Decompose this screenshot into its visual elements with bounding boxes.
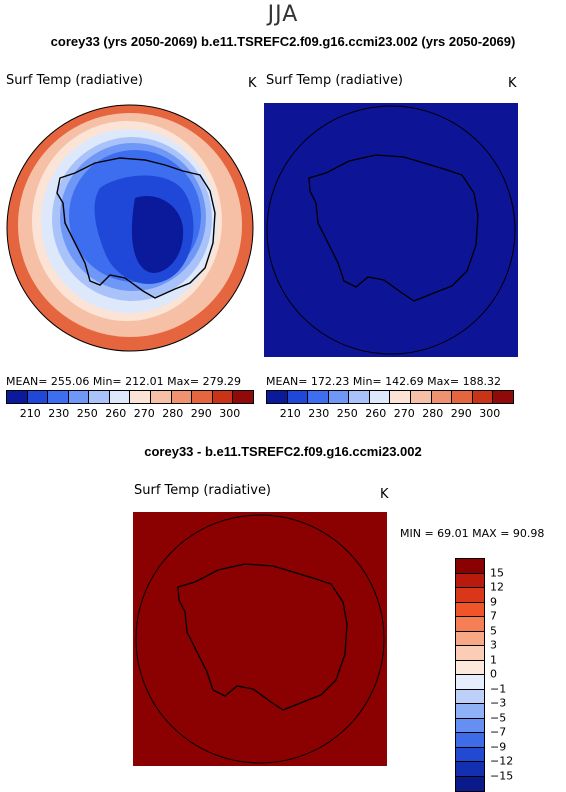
diff-colorbar-swatch	[456, 646, 484, 661]
colorbar-label: 250	[73, 407, 102, 420]
colorbar-swatch	[48, 391, 69, 403]
diff-panel-unit: K	[380, 487, 389, 502]
diff-colorbar-label: −7	[490, 726, 506, 739]
colorbar-swatch	[349, 391, 370, 403]
colorbar-swatch	[130, 391, 151, 403]
colorbar-label: 280	[419, 407, 448, 420]
colorbar-swatch	[213, 391, 234, 403]
diff-colorbar-label: −12	[490, 755, 513, 768]
colorbar-label: 210	[276, 407, 305, 420]
diff-colorbar-label: 7	[490, 610, 497, 623]
colorbar-swatch	[110, 391, 131, 403]
colorbar-label: 260	[102, 407, 131, 420]
diff-colorbar-swatch	[456, 704, 484, 719]
colorbar-label: 260	[362, 407, 391, 420]
diff-colorbar-label: −1	[490, 682, 506, 695]
difference-polar-map	[133, 512, 387, 766]
difference-title: corey33 - b.e11.TSREFC2.f09.g16.ccmi23.0…	[0, 444, 566, 459]
colorbar-swatch	[267, 391, 288, 403]
left-panel-stats: MEAN= 255.06 Min= 212.01 Max= 279.29	[6, 375, 241, 388]
diff-colorbar-swatch	[456, 777, 484, 792]
colorbar-swatch	[493, 391, 513, 403]
colorbar-swatch	[151, 391, 172, 403]
diff-colorbar-label: 0	[490, 668, 497, 681]
difference-colorbar	[455, 558, 485, 792]
season-title: JJA	[0, 2, 566, 27]
diff-colorbar-label: 9	[490, 595, 497, 608]
diff-colorbar-swatch	[456, 690, 484, 705]
diff-colorbar-label: 1	[490, 653, 497, 666]
diff-colorbar-swatch	[456, 661, 484, 676]
left-polar-map	[5, 103, 255, 353]
diff-colorbar-label: −5	[490, 711, 506, 724]
colorbar-label: 280	[159, 407, 188, 420]
diff-colorbar-swatch	[456, 632, 484, 647]
colorbar-label: 300	[216, 407, 245, 420]
colorbar-swatch	[432, 391, 453, 403]
colorbar-swatch	[233, 391, 253, 403]
colorbar-label: 250	[333, 407, 362, 420]
colorbar-label: 300	[476, 407, 505, 420]
colorbar-label: 290	[447, 407, 476, 420]
colorbar-swatch	[308, 391, 329, 403]
colorbar-swatch	[329, 391, 350, 403]
colorbar-swatch	[192, 391, 213, 403]
left-colorbar: 210 230 250 260 270 280 290 300	[6, 390, 254, 420]
colorbar-swatch	[172, 391, 193, 403]
colorbar-label: 230	[305, 407, 334, 420]
colorbar-label: 270	[390, 407, 419, 420]
diff-colorbar-label: 12	[490, 581, 504, 594]
diff-colorbar-swatch	[456, 733, 484, 748]
runs-subtitle: corey33 (yrs 2050-2069) b.e11.TSREFC2.f0…	[0, 34, 566, 49]
diff-colorbar-swatch	[456, 574, 484, 589]
diff-range-text: MIN = 69.01 MAX = 90.98	[400, 527, 544, 540]
right-panel-unit: K	[508, 76, 517, 91]
colorbar-label: 270	[130, 407, 159, 420]
diff-colorbar-swatch	[456, 719, 484, 734]
diff-colorbar-swatch	[456, 588, 484, 603]
diff-colorbar-swatch	[456, 559, 484, 574]
colorbar-label: 230	[45, 407, 74, 420]
left-panel-title: Surf Temp (radiative)	[6, 73, 143, 88]
diff-colorbar-label: −15	[490, 769, 513, 782]
colorbar-swatch	[473, 391, 494, 403]
diff-colorbar-swatch	[456, 603, 484, 618]
diff-panel-title: Surf Temp (radiative)	[134, 483, 271, 498]
colorbar-label: 210	[16, 407, 45, 420]
colorbar-swatch	[7, 391, 28, 403]
colorbar-swatch	[288, 391, 309, 403]
diff-colorbar-swatch	[456, 675, 484, 690]
right-panel-stats: MEAN= 172.23 Min= 142.69 Max= 188.32	[266, 375, 501, 388]
right-polar-map	[264, 103, 518, 357]
diff-colorbar-label: 15	[490, 566, 504, 579]
diff-colorbar-label: −3	[490, 697, 506, 710]
right-colorbar: 210 230 250 260 270 280 290 300	[266, 390, 514, 420]
colorbar-swatch	[411, 391, 432, 403]
colorbar-swatch	[28, 391, 49, 403]
colorbar-swatch	[452, 391, 473, 403]
diff-colorbar-label: 3	[490, 639, 497, 652]
diff-colorbar-swatch	[456, 617, 484, 632]
diff-colorbar-label: −9	[490, 740, 506, 753]
colorbar-label: 290	[187, 407, 216, 420]
right-panel-title: Surf Temp (radiative)	[266, 73, 403, 88]
left-panel-unit: K	[248, 76, 257, 91]
difference-colorbar-labels: 15 12 9 7 5 3 1 0 −1 −3 −5 −7 −9 −12 −15	[490, 558, 530, 762]
diff-colorbar-swatch	[456, 748, 484, 763]
diff-colorbar-swatch	[456, 762, 484, 777]
diff-colorbar-label: 5	[490, 624, 497, 637]
colorbar-swatch	[390, 391, 411, 403]
colorbar-swatch	[89, 391, 110, 403]
colorbar-swatch	[370, 391, 391, 403]
colorbar-swatch	[69, 391, 90, 403]
